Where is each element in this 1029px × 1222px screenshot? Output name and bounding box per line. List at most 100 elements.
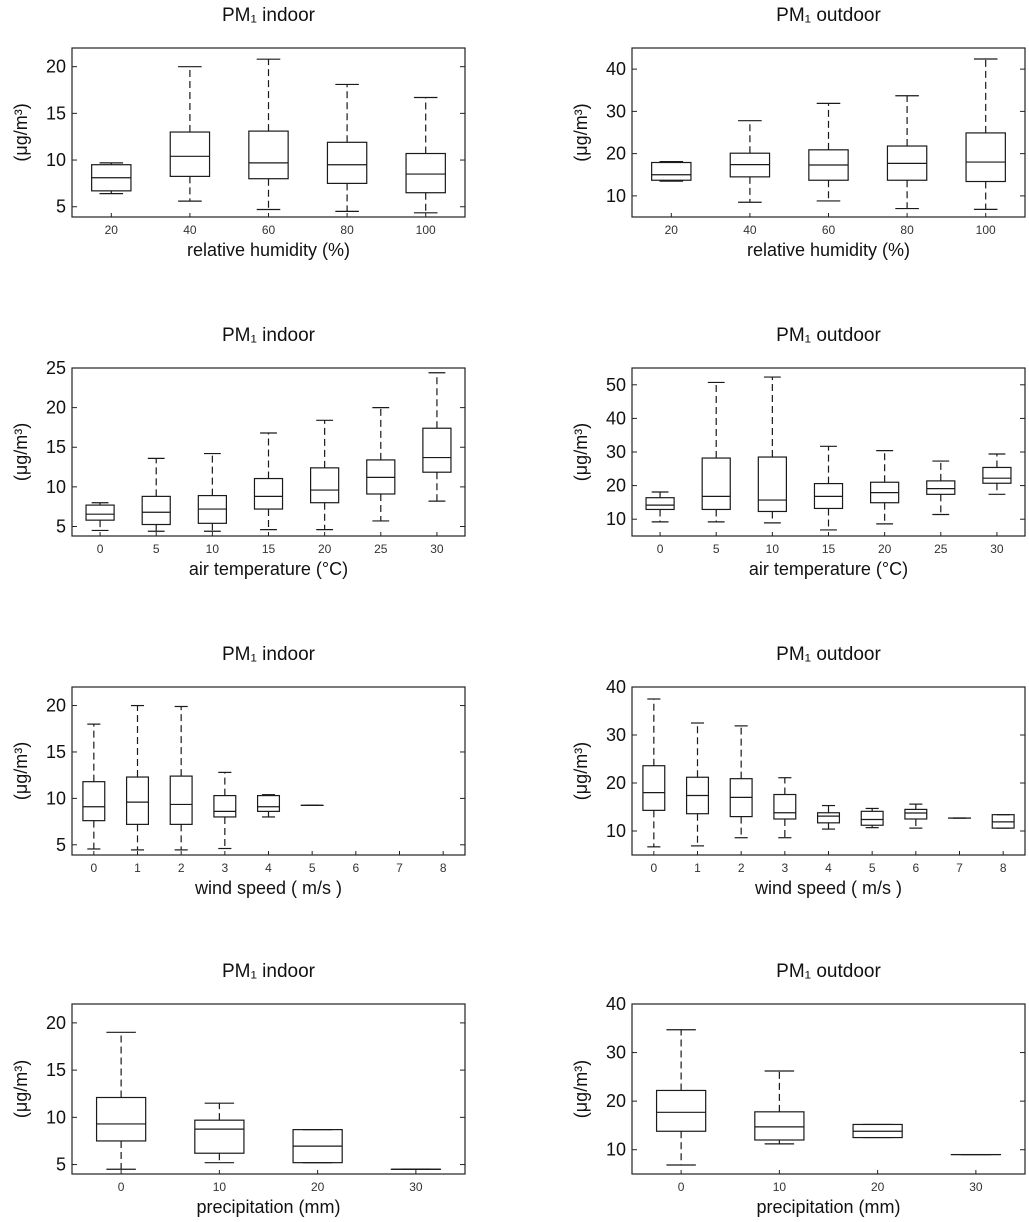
box-iqr: [982, 466, 1012, 484]
box-iqr: [405, 152, 446, 194]
x-tick-label: 20: [318, 542, 332, 556]
x-tick-label: 0: [90, 861, 97, 875]
x-tick-label: 15: [822, 542, 836, 556]
x-tick-label: 30: [969, 1180, 983, 1194]
box-0: [655, 1029, 707, 1166]
y-tick-label: 10: [606, 186, 626, 206]
x-tick-label: 7: [956, 861, 963, 875]
x-tick-label: 60: [822, 223, 836, 237]
y-tick-label: 30: [606, 442, 626, 462]
box-iqr: [655, 1089, 707, 1132]
box-0: [85, 502, 115, 532]
box-1: [685, 722, 710, 847]
box-iqr: [82, 781, 106, 822]
boxplot-panel-outdoor-1: PM₁ outdoor 10 20 30 40 20 40 60 80 100 relative h…: [571, 5, 1026, 260]
x-tick-label: 100: [976, 223, 996, 237]
boxplot-panel-outdoor-3: PM₁ outdoor 10 20 30 40 0 1 2 3 4 5 6 7 8 wind speed (…: [571, 644, 1026, 898]
y-tick-label: 10: [606, 509, 626, 529]
axes-frame: [71, 686, 466, 856]
box-40: [169, 66, 211, 202]
box-30: [982, 453, 1012, 495]
y-tick-label: 20: [606, 144, 626, 164]
y-tick-label: 5: [56, 1155, 66, 1175]
y-axis-label: (μg/m³): [11, 1060, 31, 1118]
chart-title: PM₁ indoor: [222, 325, 316, 346]
y-tick-label: 30: [606, 725, 626, 745]
x-axis-label: wind speed ( m/s ): [754, 878, 902, 898]
x-tick-label: 1: [694, 861, 701, 875]
box-iqr: [422, 427, 452, 473]
y-tick-label: 15: [46, 742, 66, 762]
box-20: [852, 1123, 903, 1139]
box-30: [422, 372, 452, 502]
y-tick-label: 15: [46, 1060, 66, 1080]
box-100: [405, 96, 446, 214]
box-5: [860, 807, 884, 829]
box-iqr: [256, 794, 281, 812]
y-tick-label: 10: [606, 821, 626, 841]
x-tick-label: 25: [934, 542, 948, 556]
x-axis-label: relative humidity (%): [187, 240, 350, 260]
x-tick-label: 2: [178, 861, 185, 875]
x-tick-label: 20: [878, 542, 892, 556]
boxplot-panel-indoor-4: PM₁ indoor 5 10 15 20 0 10 20 30 precipitation (m…: [11, 961, 466, 1217]
box-iqr: [926, 480, 956, 495]
x-tick-label: 60: [262, 223, 276, 237]
x-tick-label: 10: [766, 542, 780, 556]
y-axis-label: (μg/m³): [11, 103, 31, 161]
boxplot-panel-outdoor-2: PM₁ outdoor 10 20 30 40 50 0 5 10 15 20 25 30 air tem…: [571, 325, 1026, 579]
x-tick-label: 30: [409, 1180, 423, 1194]
y-tick-label: 10: [606, 1140, 626, 1160]
x-axis-label: relative humidity (%): [747, 240, 910, 260]
x-tick-label: 2: [738, 861, 745, 875]
x-tick-label: 8: [1000, 861, 1007, 875]
y-tick-label: 20: [606, 773, 626, 793]
box-80: [326, 83, 368, 212]
x-tick-label: 6: [912, 861, 919, 875]
box-iqr: [757, 456, 787, 513]
box-4: [816, 804, 841, 830]
box-3: [773, 777, 797, 839]
x-tick-label: 25: [374, 542, 388, 556]
axes-frame: [631, 1003, 1026, 1175]
axes-frame: [631, 686, 1026, 856]
box-iqr: [85, 504, 115, 521]
y-axis-label: (μg/m³): [11, 742, 31, 800]
box-iqr: [125, 776, 150, 825]
box-iqr: [169, 131, 211, 177]
box-20: [870, 450, 900, 525]
x-axis-label: precipitation (mm): [196, 1197, 340, 1217]
y-tick-label: 30: [606, 101, 626, 121]
x-tick-label: 3: [221, 861, 228, 875]
box-iqr: [95, 1096, 147, 1142]
x-tick-label: 4: [265, 861, 272, 875]
x-tick-label: 80: [340, 223, 354, 237]
box-iqr: [645, 497, 675, 511]
y-tick-label: 40: [606, 59, 626, 79]
x-axis-label: wind speed ( m/s ): [194, 878, 342, 898]
x-tick-label: 20: [665, 223, 679, 237]
box-20: [310, 419, 340, 531]
x-tick-label: 15: [262, 542, 276, 556]
y-tick-label: 10: [46, 150, 66, 170]
x-tick-label: 5: [869, 861, 876, 875]
x-axis-label: air temperature (°C): [189, 559, 348, 579]
x-tick-label: 6: [352, 861, 359, 875]
box-10: [757, 376, 787, 524]
x-tick-label: 5: [153, 542, 160, 556]
y-tick-label: 20: [606, 476, 626, 496]
y-axis-label: (μg/m³): [571, 103, 591, 161]
box-10: [194, 1102, 245, 1164]
chart-title: PM₁ outdoor: [776, 5, 881, 26]
box-0: [82, 723, 106, 850]
box-10: [197, 452, 227, 532]
x-tick-label: 5: [309, 861, 316, 875]
y-tick-label: 40: [606, 677, 626, 697]
y-tick-label: 5: [56, 197, 66, 217]
box-iqr: [310, 467, 340, 504]
box-iqr: [213, 794, 237, 818]
x-tick-label: 5: [713, 542, 720, 556]
x-tick-label: 3: [781, 861, 788, 875]
boxplot-panel-outdoor-4: PM₁ outdoor 10 20 30 40 0 10 20 30 precipitation …: [571, 961, 1026, 1217]
box-2: [729, 725, 753, 839]
